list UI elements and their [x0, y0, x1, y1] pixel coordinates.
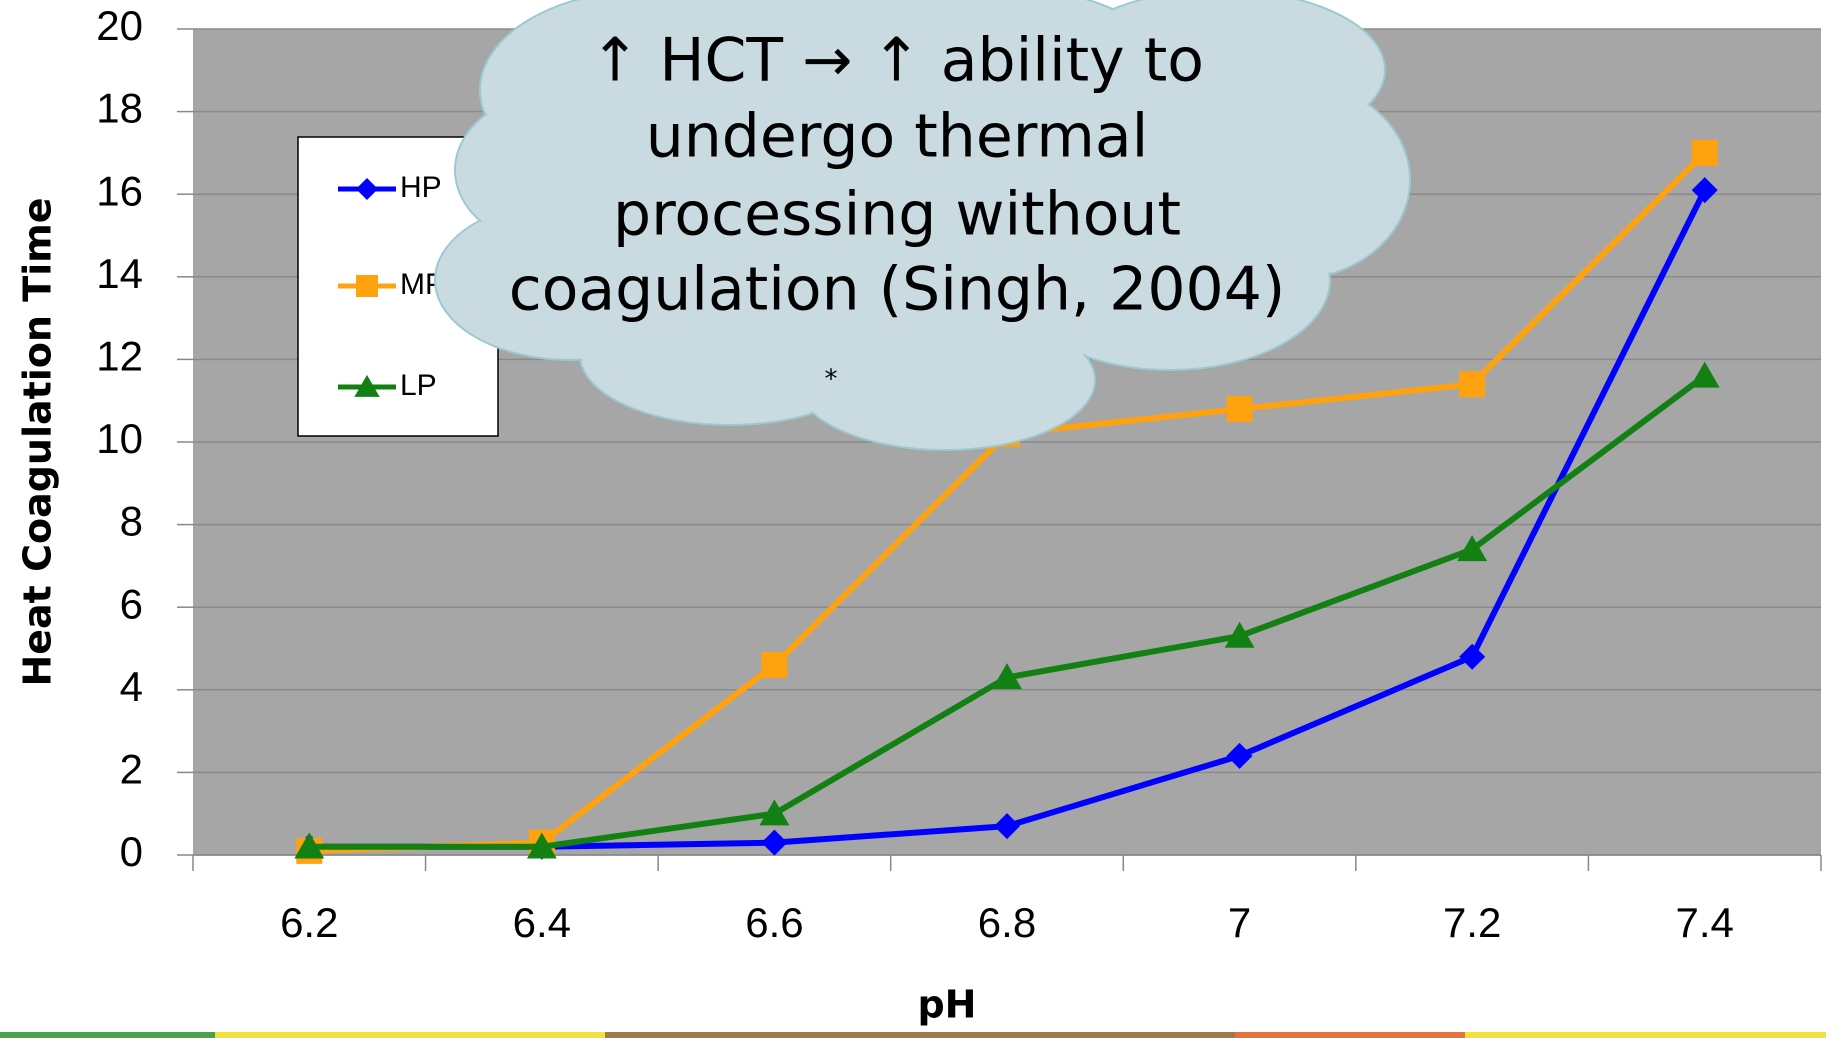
marker-triangle: [354, 374, 380, 397]
x-tick-label: 6.8: [978, 899, 1036, 946]
marker-triangle: [1457, 535, 1488, 562]
callout-line: coagulation (Singh, 2004): [509, 255, 1286, 325]
marker-square: [1226, 395, 1253, 422]
cloud-fill: [437, 0, 1408, 448]
y-tick-label: 20: [96, 2, 143, 49]
callout-mark: *: [825, 365, 838, 395]
y-tick-label: 18: [96, 85, 143, 132]
marker-diamond: [1459, 643, 1486, 670]
x-tick-label: 6.4: [513, 899, 571, 946]
marker-diamond: [994, 813, 1020, 840]
marker-triangle: [526, 832, 557, 859]
legend-label: HP: [400, 171, 442, 204]
callout-cloud: ↑ HCT → ↑ ability to undergo thermal pro…: [434, 0, 1411, 451]
bottom-strip: [0, 1032, 1826, 1038]
marker-diamond: [1691, 177, 1718, 204]
marker-square: [761, 652, 788, 679]
x-tick-label: 7.4: [1676, 899, 1734, 946]
y-axis-title: Heat Coagulation Time: [16, 197, 60, 686]
marker-square: [356, 275, 378, 297]
y-tick-label: 16: [96, 167, 143, 214]
marker-diamond: [761, 829, 788, 856]
marker-diamond: [1226, 742, 1253, 769]
legend-label: LP: [400, 369, 437, 402]
y-tick-label: 2: [120, 745, 143, 792]
y-tick-label: 10: [96, 415, 143, 462]
marker-square: [1459, 371, 1486, 398]
marker-triangle: [1689, 361, 1720, 388]
x-tick-label: 7.2: [1443, 899, 1501, 946]
marker-triangle: [294, 832, 325, 859]
x-tick-label: 6.6: [745, 899, 803, 946]
y-tick-label: 0: [120, 828, 143, 875]
callout-line: processing without: [613, 180, 1181, 250]
y-tick-label: 6: [120, 580, 143, 627]
y-tick-label: 14: [96, 250, 143, 297]
x-tick-label: 7: [1228, 899, 1251, 946]
marker-triangle: [1224, 621, 1255, 648]
marker-triangle: [759, 799, 790, 826]
callout-line: undergo thermal: [646, 102, 1149, 172]
x-axis-title: pH: [917, 983, 976, 1027]
y-tick-label: 4: [120, 663, 143, 710]
marker-square: [1691, 139, 1718, 166]
marker-triangle: [992, 663, 1022, 690]
marker-diamond: [356, 178, 378, 200]
callout-line: ↑ HCT → ↑ ability to: [590, 26, 1204, 96]
x-tick-label: 6.2: [280, 899, 338, 946]
y-tick-label: 8: [120, 498, 143, 545]
y-tick-label: 12: [96, 332, 143, 379]
